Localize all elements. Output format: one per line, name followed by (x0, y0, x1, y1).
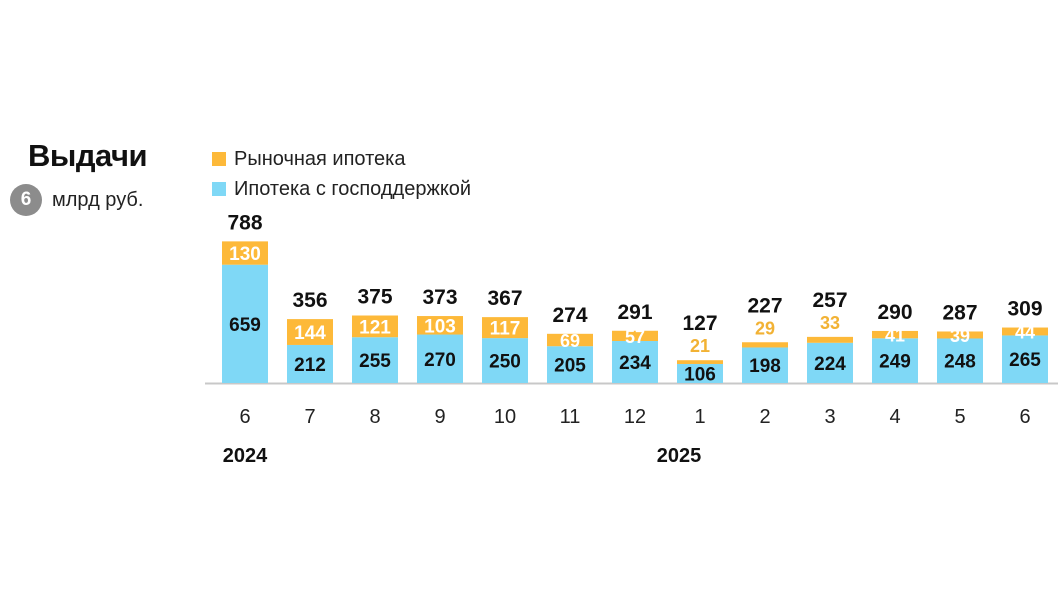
data-label-total: 257 (812, 289, 847, 312)
bar-market (937, 331, 983, 339)
bar-state (807, 342, 853, 383)
data-label-market: 41 (885, 326, 905, 346)
data-label-total: 367 (487, 287, 522, 310)
data-label-state: 106 (684, 364, 716, 385)
unit-label: млрд руб. (52, 188, 144, 211)
x-tick-label: 7 (304, 406, 315, 428)
bar-state (937, 338, 983, 383)
data-label-state: 212 (294, 355, 326, 376)
bar-state (352, 337, 398, 383)
unit-row: 6 млрд руб. (10, 184, 143, 216)
year-label: 2024 (223, 445, 268, 467)
bar-state (482, 338, 528, 383)
data-label-state: 270 (424, 350, 456, 371)
data-label-total: 287 (942, 301, 977, 324)
bar-state (417, 334, 463, 383)
x-tick-label: 1 (694, 406, 705, 428)
data-label-market: 44 (1015, 322, 1035, 342)
legend-label-market: Рыночная ипотека (234, 147, 406, 170)
unit-badge: 6 (10, 184, 42, 216)
bar-market (287, 319, 333, 345)
data-label-market: 121 (359, 317, 391, 338)
bar-market (677, 360, 723, 364)
data-label-state: 248 (944, 352, 976, 373)
bar-state (612, 340, 658, 383)
data-label-state: 205 (554, 356, 586, 377)
x-tick-label: 11 (560, 406, 581, 428)
data-label-market: 33 (820, 313, 840, 333)
x-tick-label: 4 (889, 406, 900, 428)
bar-state (547, 346, 593, 383)
data-label-state: 198 (749, 356, 781, 377)
data-label-market: 117 (490, 319, 521, 340)
legend-label-state: Ипотека с господдержкой (234, 177, 472, 200)
x-tick-label: 8 (369, 406, 380, 428)
x-tick-label: 3 (824, 406, 835, 428)
data-label-market: 103 (424, 316, 456, 337)
data-label-total: 127 (682, 312, 717, 335)
data-label-market: 130 (229, 244, 261, 265)
x-tick-label: 5 (954, 406, 965, 428)
bar-state (742, 347, 788, 383)
data-label-market: 21 (690, 336, 710, 356)
data-label-market: 29 (755, 318, 775, 338)
bar-market (222, 241, 268, 265)
bar-state (1002, 335, 1048, 383)
legend-item-market: Рыночная ипотека (212, 144, 471, 174)
data-label-state: 249 (879, 352, 911, 373)
x-tick-label: 9 (434, 406, 445, 428)
bar-market (742, 342, 788, 348)
data-label-total: 309 (1007, 298, 1042, 321)
data-label-market: 69 (560, 331, 580, 351)
data-label-total: 290 (877, 301, 912, 324)
legend: Рыночная ипотека Ипотека с господдержкой (212, 144, 471, 204)
bar-market (807, 336, 853, 343)
data-label-state: 265 (1009, 350, 1041, 371)
data-label-total: 373 (422, 286, 457, 309)
data-label-total: 788 (227, 211, 262, 234)
bar-market (547, 333, 593, 347)
data-label-market: 57 (625, 327, 645, 347)
bar-market (872, 330, 918, 339)
bar-market (417, 316, 463, 335)
data-label-total: 274 (552, 304, 587, 327)
data-label-total: 291 (617, 301, 652, 324)
year-label: 2025 (657, 445, 702, 467)
bar-market (482, 317, 528, 339)
x-tick-label: 6 (1019, 406, 1030, 428)
data-label-total: 356 (292, 289, 327, 312)
bar-state (287, 344, 333, 383)
data-label-market: 39 (950, 326, 970, 346)
x-tick-label: 2 (759, 406, 770, 428)
data-label-total: 227 (747, 294, 782, 317)
x-tick-label: 10 (494, 406, 516, 428)
data-label-market: 144 (294, 323, 326, 344)
bar-state (872, 338, 918, 383)
x-tick-label: 12 (624, 406, 646, 428)
data-label-state: 234 (619, 353, 651, 374)
legend-swatch-state (212, 182, 226, 196)
bar-market (1002, 327, 1048, 336)
data-label-state: 255 (359, 351, 391, 372)
bar-state (677, 363, 723, 383)
legend-item-state: Ипотека с господдержкой (212, 174, 471, 204)
bar-state (222, 264, 268, 383)
legend-swatch-market (212, 152, 226, 166)
data-label-state: 250 (489, 352, 521, 373)
bar-market (612, 330, 658, 341)
x-tick-label: 6 (239, 406, 250, 428)
data-label-state: 659 (229, 315, 261, 336)
data-label-state: 224 (814, 354, 846, 375)
data-label-total: 375 (357, 286, 392, 309)
bar-market (352, 315, 398, 338)
chart-title: Выдачи (28, 138, 148, 173)
